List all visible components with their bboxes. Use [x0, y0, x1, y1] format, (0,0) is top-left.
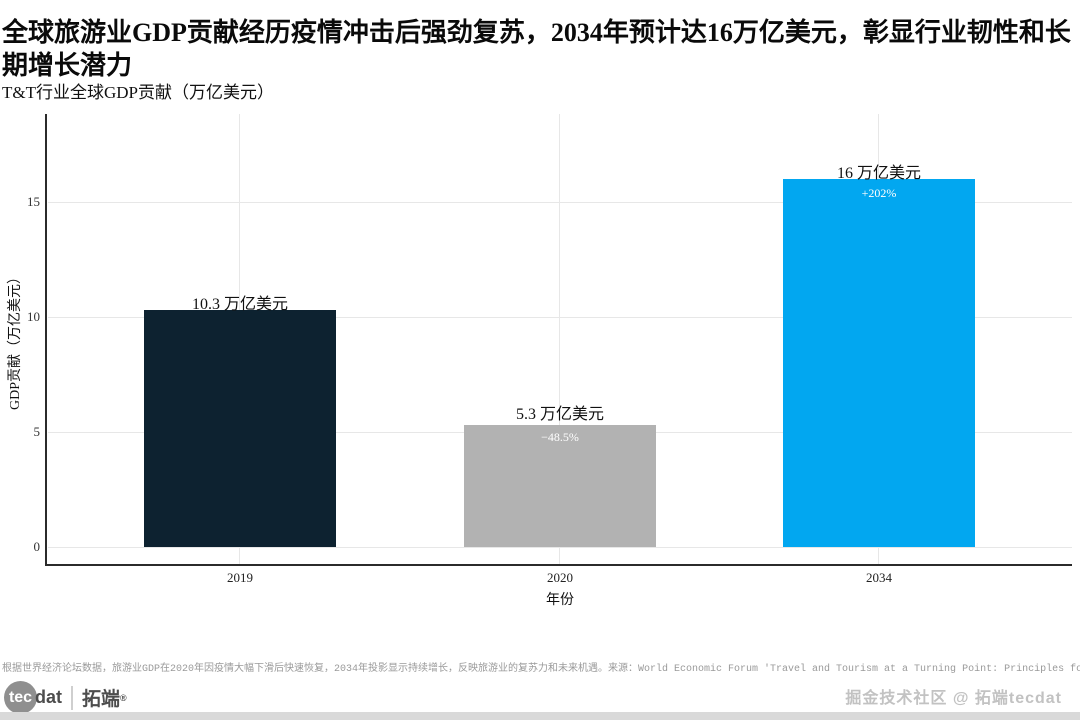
- logo-divider: [71, 685, 73, 710]
- community-watermark: 掘金技术社区 @ 拓端tecdat: [845, 690, 1062, 707]
- registered-mark-icon: ®: [120, 692, 127, 703]
- x-tick-label-2020: 2020: [547, 570, 573, 585]
- gridline-v-2020: [559, 114, 560, 564]
- x-axis-line: [45, 564, 1072, 566]
- chart-subtitle: T&T行业全球GDP贡献（万亿美元）: [2, 83, 274, 102]
- x-tick-label-2034: 2034: [866, 570, 892, 585]
- bar-2034: [783, 179, 975, 547]
- source-caption: 根据世界经济论坛数据，旅游业GDP在2020年因疫情大幅下滑后快速恢复，2034…: [2, 664, 1080, 675]
- tecdat-logo-circle-text: tec: [8, 689, 33, 706]
- gridline-h-10: [48, 317, 1072, 318]
- y-tick-label-10: 10: [27, 309, 40, 324]
- y-tick-label-15: 15: [27, 194, 40, 209]
- bar-2019: [144, 310, 336, 547]
- bar-value-label-2034: 16 万亿美元: [836, 165, 921, 182]
- bar-change-label-2020: −48.5%: [541, 430, 579, 444]
- bar-value-label-2019: 10.3 万亿美元: [191, 296, 288, 313]
- tecdat-cn-name: 拓端: [82, 689, 121, 710]
- y-tick-label-0: 0: [33, 539, 41, 554]
- tecdat-logo-text: dat: [35, 687, 62, 707]
- x-tick-label-2019: 2019: [227, 570, 253, 585]
- tecdat-logo: tec dat 拓端 ®: [4, 681, 127, 714]
- gridline-h-0: [48, 547, 1072, 548]
- y-axis-line: [45, 114, 47, 566]
- bar-chart: 15 10 5 0 GDP贡献（万亿美元） 年份 10.3 万亿美元 5.3 万…: [8, 114, 1072, 608]
- tecdat-logo-circle: tec: [4, 681, 37, 714]
- chart-headline: 全球旅游业GDP贡献经历疫情冲击后强劲复苏，2034年预计达16万亿美元，彰显行…: [2, 18, 1071, 80]
- x-axis-title: 年份: [546, 593, 574, 608]
- bar-value-label-2020: 5.3 万亿美元: [515, 406, 604, 423]
- bar-change-label-2034: +202%: [861, 186, 897, 200]
- gridline-h-15: [48, 202, 1072, 203]
- bar-2020: [464, 425, 656, 547]
- y-axis-title: GDP贡献（万亿美元）: [8, 270, 23, 411]
- y-tick-label-5: 5: [33, 424, 41, 439]
- bottom-strip: [0, 712, 1080, 720]
